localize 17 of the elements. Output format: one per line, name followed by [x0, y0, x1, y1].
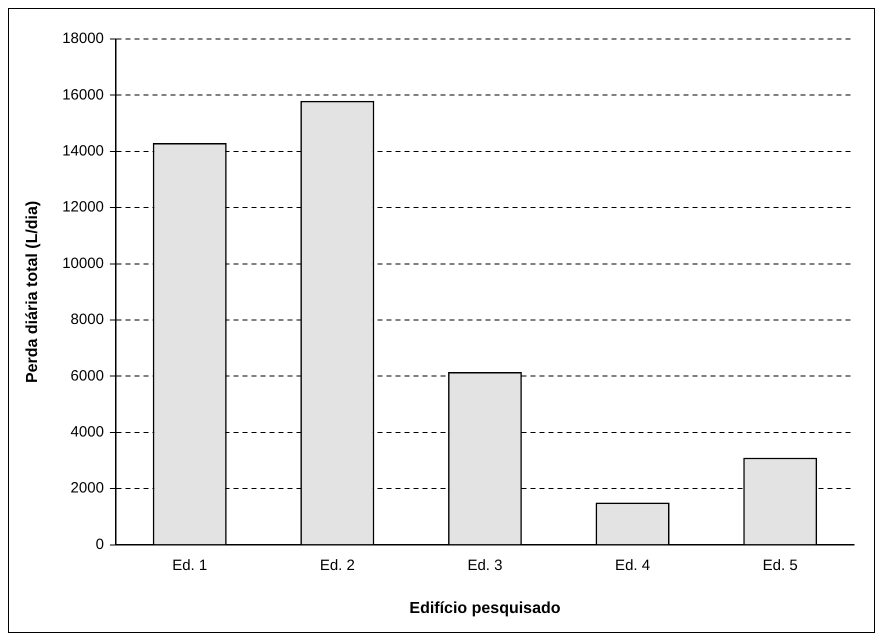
- x-tick-label: Ed. 3: [467, 556, 502, 574]
- y-tick-label: 10000: [62, 254, 104, 272]
- y-tick-label: 8000: [70, 311, 104, 328]
- x-tick-label: Ed. 2: [320, 556, 355, 574]
- y-tick-label: 14000: [62, 142, 104, 160]
- y-axis-title: Perda diária total (L/dia): [24, 200, 42, 384]
- y-tick-label: 2000: [70, 480, 104, 497]
- y-tick-label: 6000: [70, 367, 104, 384]
- y-tick-label: 18000: [62, 30, 104, 48]
- x-tick-label: Ed. 5: [762, 556, 798, 574]
- y-tick-label: 12000: [62, 198, 104, 216]
- x-axis-title: Edifício pesquisado: [409, 600, 561, 617]
- x-tick-label: Ed. 1: [172, 556, 208, 574]
- y-tick-label: 0: [96, 536, 104, 553]
- x-tick-label: Ed. 4: [615, 556, 650, 574]
- y-tick-label: 4000: [70, 424, 104, 441]
- y-tick-label: 16000: [62, 86, 104, 104]
